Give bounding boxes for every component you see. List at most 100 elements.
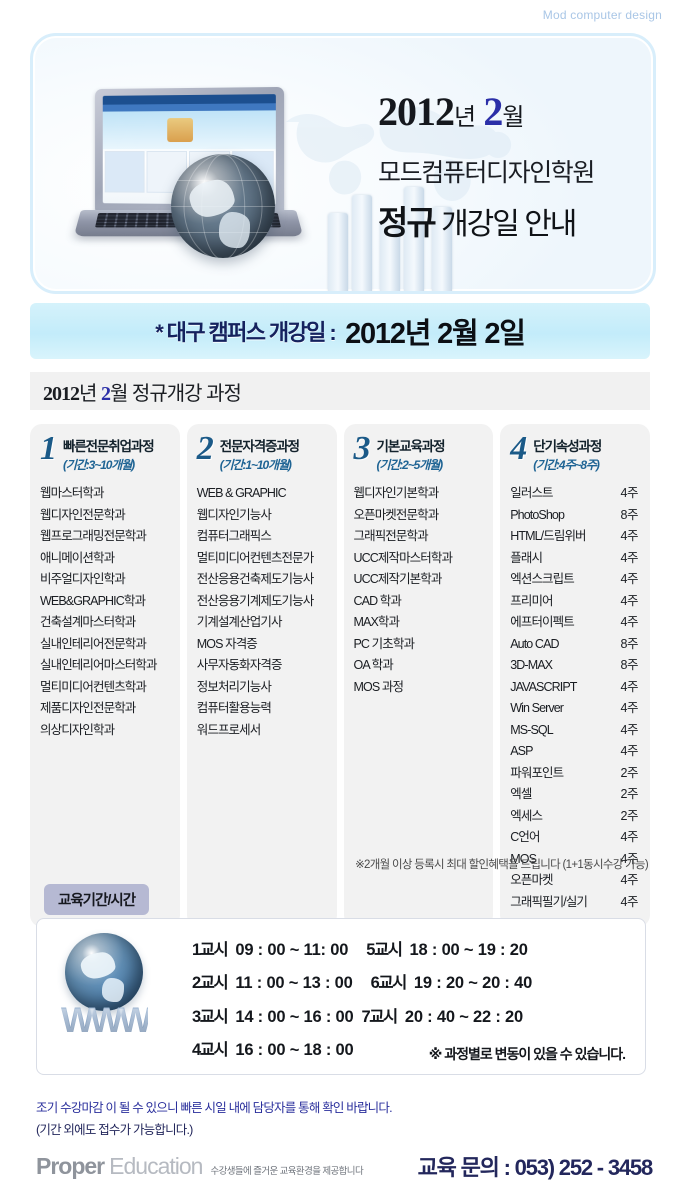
list-item[interactable]: 그래픽필기/실기 4주 xyxy=(510,892,640,914)
table-row: 2교시 11 : 00 ~ 13 : 00 6교시 19 : 20 ~ 20 : 40 xyxy=(192,967,532,1000)
course-name: PhotoShop xyxy=(510,507,565,522)
list-item[interactable]: 그래픽전문학과 xyxy=(353,529,429,543)
course-weeks: 2주 xyxy=(620,808,639,823)
list-item[interactable]: 기계설계산업기사 xyxy=(196,615,283,629)
list-item[interactable]: 엑세스 2주 xyxy=(510,806,640,828)
course-weeks: 2주 xyxy=(620,765,639,780)
course-name: MOS xyxy=(510,851,537,866)
list-item[interactable]: 의상디자인학과 xyxy=(40,722,115,737)
course-name: C언어 xyxy=(510,830,540,844)
hero-year: 2012 xyxy=(378,89,455,134)
list-item[interactable]: PC 기초학과 xyxy=(353,636,415,651)
course-column-1: 1 빠른전문취업과정 (기간:3~10개월) 웹마스터학과 웹디자인전문학과 웹… xyxy=(30,424,180,927)
list-item[interactable]: 정보처리기능사 xyxy=(196,679,272,694)
list-item[interactable]: 전산응용건축제도기능사 xyxy=(196,572,315,586)
course-name: 엑셀 xyxy=(510,787,532,801)
list-item[interactable]: UCC제작마스터학과 xyxy=(353,550,453,565)
course-weeks: 4주 xyxy=(620,679,639,694)
period-time-left: 16 : 00 ~ 18 : 00 xyxy=(235,1040,354,1059)
list-item[interactable]: ASP 4주 xyxy=(510,741,640,763)
list-item[interactable]: 에프터이펙트 4주 xyxy=(510,612,640,634)
hero-text-block: 2012년 2월 모드컴퓨터디자인학원 정규 개강일 안내 xyxy=(378,88,638,244)
list-item[interactable]: 파워포인트 2주 xyxy=(510,763,640,785)
world-map-icon xyxy=(286,105,512,201)
list-item[interactable]: 실내인테리어전문학과 xyxy=(40,636,147,651)
footer-note-line-2: (기간 외에도 접수가 가능합니다.) xyxy=(36,1122,193,1137)
list-item[interactable]: 멀티미디어컨텐츠전문가 xyxy=(196,550,315,565)
list-item[interactable]: 오픈마켓 4주 xyxy=(510,870,640,892)
list-item[interactable]: 전산응용기계제도기능사 xyxy=(196,593,315,608)
list-item[interactable]: 웹디자인전문학과 xyxy=(40,507,126,522)
course-weeks: 8주 xyxy=(620,658,639,672)
list-item[interactable]: 건축설계마스터학과 xyxy=(40,615,136,629)
course-name: 에프터이펙트 xyxy=(510,615,575,629)
list-item[interactable]: 실내인테리어마스터학과 xyxy=(40,658,158,672)
list-item[interactable]: 웹마스터학과 xyxy=(40,486,105,500)
list-item[interactable]: WEB&GRAPHIC학과 xyxy=(40,593,146,608)
list-item[interactable]: 워드프로세서 xyxy=(196,722,262,737)
list-item[interactable]: 플래시 4주 xyxy=(510,548,640,570)
list-item[interactable]: 컴퓨터활용능력 xyxy=(196,701,272,715)
column-number: 1 xyxy=(40,430,57,467)
list-item[interactable]: WEB & GRAPHIC xyxy=(196,486,287,500)
hero-date-line: 2012년 2월 xyxy=(378,88,638,135)
list-item[interactable]: 웹프로그래밍전문학과 xyxy=(40,529,147,543)
globe-icon xyxy=(65,933,143,1011)
course-weeks: 4주 xyxy=(620,851,639,866)
list-item[interactable]: 엑셀 2주 xyxy=(510,784,640,806)
list-item[interactable]: MOS 4주 xyxy=(510,849,640,871)
footer-note-line-1: 조기 수강마감 이 될 수 있으니 빠른 시일 내에 담당자를 통해 확인 바랍… xyxy=(36,1101,393,1115)
campus-open-date: 2012년 2월 2일 xyxy=(345,318,526,350)
contact-phone[interactable]: 교육 문의 : 053) 252 - 3458 xyxy=(417,1155,654,1180)
list-item[interactable]: 제품디자인전문학과 xyxy=(40,701,136,715)
list-item[interactable]: MS-SQL 4주 xyxy=(510,720,640,742)
list-item[interactable]: 일러스트 4주 xyxy=(510,483,640,505)
list-item[interactable]: 오픈마켓전문학과 xyxy=(353,507,440,522)
list-item[interactable]: 프리미어 4주 xyxy=(510,591,640,613)
globe-icon xyxy=(171,154,275,258)
strip-year-unit: 년 xyxy=(79,382,97,405)
list-item[interactable]: MOS 자격증 xyxy=(196,636,258,651)
list-item[interactable]: MOS 과정 xyxy=(353,679,404,694)
list-item[interactable]: 컴퓨터그래픽스 xyxy=(196,529,272,543)
period-label-right: 7교시 xyxy=(361,1007,399,1026)
list-item[interactable]: 사무자동화자격증 xyxy=(196,658,283,672)
course-weeks: 4주 xyxy=(620,615,639,629)
period-label-left: 2교시 xyxy=(192,974,229,993)
section-strip-text: 2012년 2월 정규개강 과정 xyxy=(43,377,242,406)
course-weeks: 4주 xyxy=(620,722,639,737)
list-item[interactable]: 애니메이션학과 xyxy=(40,550,115,565)
list-item[interactable]: 웹디자인기본학과 xyxy=(353,486,440,500)
list-item[interactable]: OA 학과 xyxy=(353,658,394,672)
list-item[interactable]: CAD 학과 xyxy=(353,593,402,608)
course-name: ASP xyxy=(510,744,533,758)
list-item[interactable]: 3D-MAX 8주 xyxy=(510,655,640,677)
period-time-left: 14 : 00 ~ 16 : 00 xyxy=(235,1007,354,1026)
column-title: 기본교육과정 xyxy=(376,439,446,454)
logo-word-secondary: Education xyxy=(109,1153,203,1179)
hero-year-unit: 년 xyxy=(454,105,476,131)
list-item[interactable]: UCC제작기본학과 xyxy=(353,572,443,586)
course-name: MS-SQL xyxy=(510,722,553,737)
list-item[interactable]: Win Server 4주 xyxy=(510,698,640,720)
course-weeks: 4주 xyxy=(620,701,639,715)
list-item[interactable]: HTML/드림위버 4주 xyxy=(510,526,640,548)
column-duration: (기간:1~10개월) xyxy=(219,458,292,472)
list-item[interactable]: 엑션스크립트 4주 xyxy=(510,569,640,591)
list-item[interactable]: C언어 4주 xyxy=(510,827,640,849)
paper-sheets-decoration xyxy=(328,181,498,291)
table-row: 3교시 14 : 00 ~ 16 : 00 7교시 20 : 40 ~ 22 : 20 xyxy=(192,1001,532,1034)
list-item[interactable]: PhotoShop 8주 xyxy=(510,505,640,527)
course-weeks: 4주 xyxy=(620,486,639,500)
course-list-3: 웹디자인기본학과 오픈마켓전문학과 그래픽전문학과 UCC제작마스터학과 UCC… xyxy=(354,483,484,698)
list-item[interactable]: 웹디자인기능사 xyxy=(196,507,272,522)
course-column-3: 3 기본교육과정 (기간:2~5개월) 웹디자인기본학과 오픈마켓전문학과 그래… xyxy=(343,424,494,927)
list-item[interactable]: 비주얼디자인학과 xyxy=(40,572,126,586)
list-item[interactable]: MAX학과 xyxy=(353,615,400,629)
list-item[interactable]: 멀티미디어컨텐츠학과 xyxy=(40,679,147,694)
list-item[interactable]: JAVASCRIPT 4주 xyxy=(510,677,640,699)
column-duration: (기간:3~10개월) xyxy=(63,458,135,472)
course-list-4: 일러스트 4주 PhotoShop 8주 HTML/드림위버 4주 플래시 4주 엑션스… xyxy=(510,483,640,913)
list-item[interactable]: Auto CAD 8주 xyxy=(510,634,640,656)
